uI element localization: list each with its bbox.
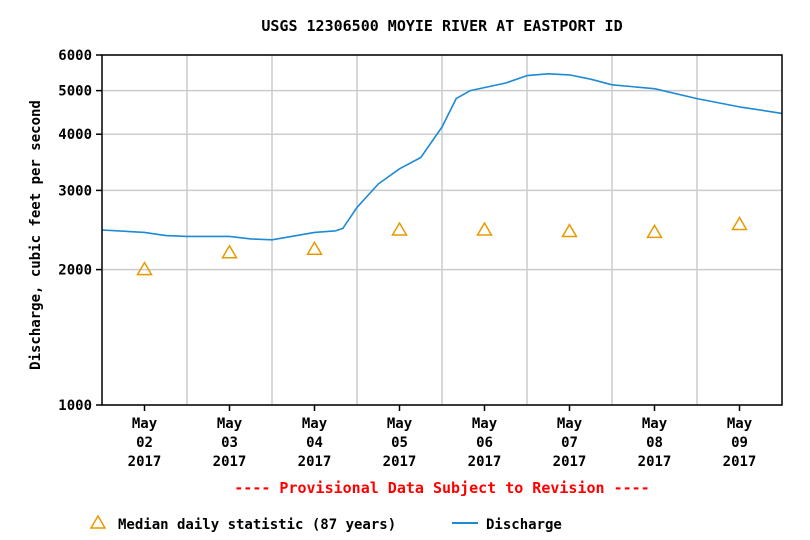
- x-tick-label: 04: [306, 435, 323, 451]
- median-point: [646, 223, 663, 239]
- x-tick-label: May: [217, 416, 243, 432]
- chart-title: USGS 12306500 MOYIE RIVER AT EASTPORT ID: [261, 17, 622, 35]
- x-tick-label: May: [387, 416, 413, 432]
- x-tick-label: 2017: [468, 454, 502, 470]
- x-tick-label: 08: [646, 435, 663, 451]
- provisional-data-note: ---- Provisional Data Subject to Revisio…: [234, 479, 649, 497]
- x-tick-label: 2017: [638, 454, 672, 470]
- median-point: [561, 223, 578, 238]
- median-point: [731, 215, 748, 231]
- plot-frame: [101, 54, 783, 406]
- y-tick-label: 4000: [58, 127, 92, 143]
- x-tick-label: 09: [731, 435, 748, 451]
- median-point: [391, 221, 408, 236]
- x-tick-label: 05: [391, 435, 408, 451]
- y-tick-label: 5000: [58, 84, 92, 100]
- plot-grid: [102, 54, 782, 406]
- x-tick-label: 03: [221, 435, 238, 451]
- x-tick-label: 06: [476, 435, 493, 451]
- x-tick-label: 2017: [723, 454, 757, 470]
- median-point: [476, 221, 493, 236]
- median-point: [306, 240, 323, 255]
- x-tick-label: 02: [136, 435, 153, 451]
- y-axis-ticks: 1000 2000 3000 4000 5000 6000: [58, 48, 102, 414]
- x-tick-label: 2017: [128, 454, 162, 470]
- legend-triangle-icon: [89, 514, 107, 529]
- x-axis-ticks: May 02 2017 May 03 2017 May 04 2017 May 05 2017 May 0…: [128, 405, 757, 470]
- y-tick-label: 2000: [58, 263, 92, 279]
- legend-label-discharge: Discharge: [486, 517, 562, 533]
- chart-legend: Median daily statistic (87 years) Dischar…: [89, 514, 562, 533]
- x-tick-label: May: [557, 416, 583, 432]
- series-layer: [101, 73, 783, 276]
- y-tick-label: 3000: [58, 183, 92, 199]
- x-tick-label: 2017: [298, 454, 332, 470]
- median-point: [221, 244, 238, 259]
- x-tick-label: May: [302, 416, 328, 432]
- y-axis-label: Discharge, cubic feet per second: [28, 100, 44, 370]
- x-tick-label: May: [642, 416, 668, 432]
- legend-label-median: Median daily statistic (87 years): [118, 517, 396, 533]
- x-tick-label: May: [472, 416, 498, 432]
- x-tick-label: 2017: [213, 454, 247, 470]
- x-tick-label: 07: [561, 435, 578, 451]
- x-tick-label: 2017: [553, 454, 587, 470]
- discharge-series-line: [101, 73, 783, 241]
- y-tick-label: 1000: [58, 398, 92, 414]
- x-tick-label: 2017: [383, 454, 417, 470]
- y-tick-label: 6000: [58, 48, 92, 64]
- x-tick-label: May: [727, 416, 753, 432]
- median-point: [136, 261, 153, 276]
- x-tick-label: May: [132, 416, 158, 432]
